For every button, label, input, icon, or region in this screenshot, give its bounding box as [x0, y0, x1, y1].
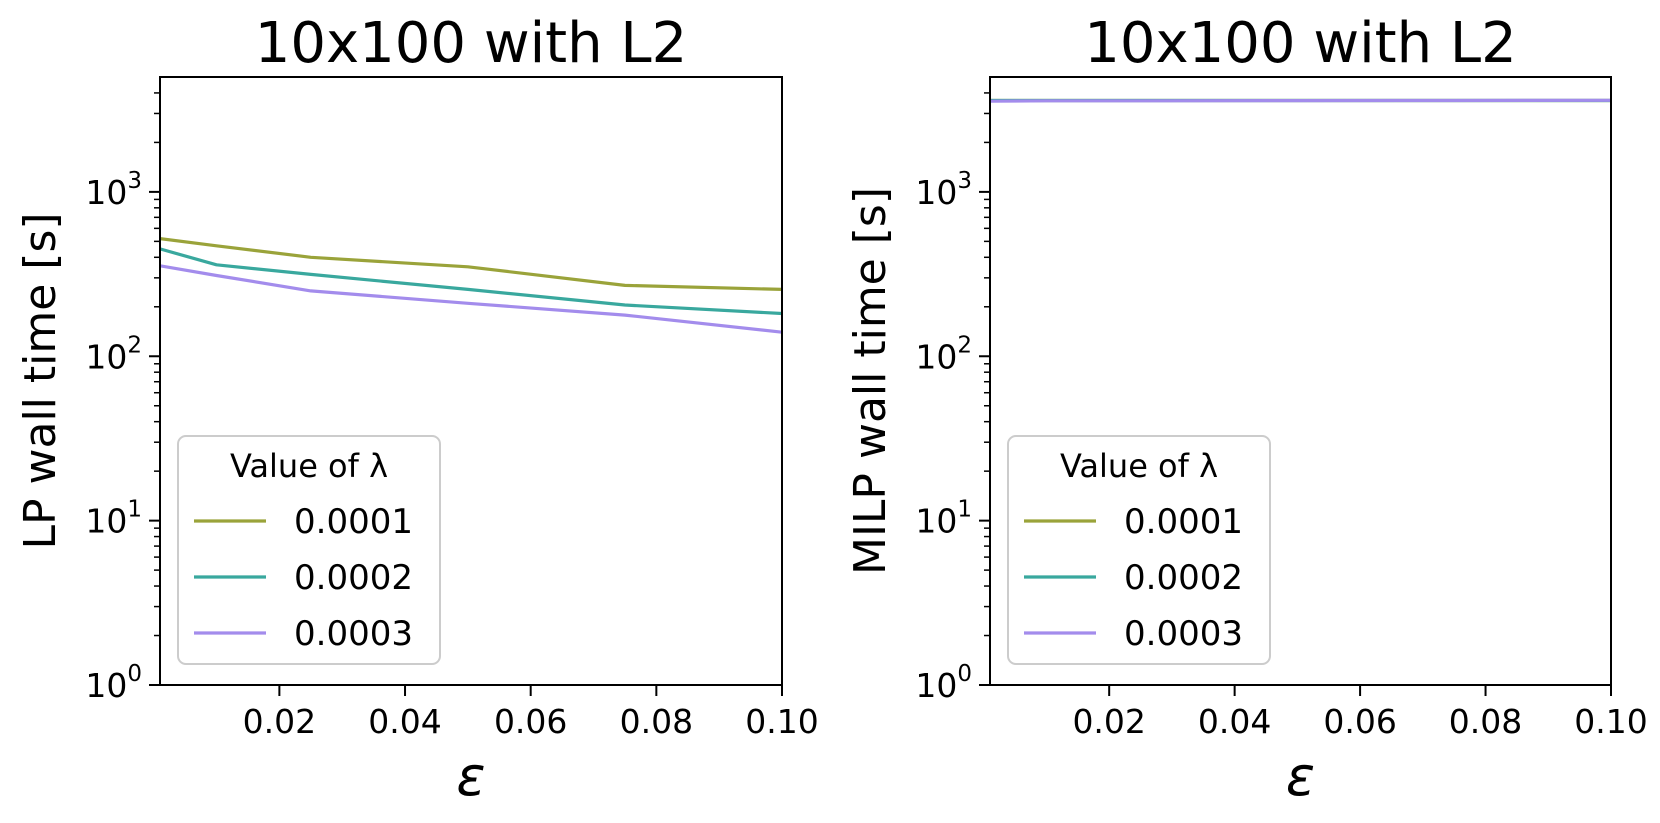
- milp-x-tick-label: 0.08: [1449, 702, 1522, 741]
- milp-y-tick-base: 10: [915, 337, 957, 376]
- lp-legend-label: 0.0003: [294, 614, 413, 654]
- lp-axes-frame: [159, 76, 783, 686]
- milp-y-tick-base: 10: [915, 666, 957, 705]
- milp-x-tick-label: 0.04: [1198, 702, 1271, 741]
- milp-y-tick-exponent: 2: [957, 332, 972, 358]
- milp-legend-label: 0.0003: [1124, 614, 1243, 654]
- milp-y-tick-label: 100: [915, 661, 972, 705]
- milp-y-tick-exponent: 0: [957, 661, 972, 687]
- lp-series-line-0.0002: [160, 247, 782, 316]
- milp-y-tick-base: 10: [915, 502, 957, 541]
- lp-legend-box: [177, 435, 441, 665]
- milp-series-line-0.0003: [990, 98, 1611, 103]
- milp-axes-frame: [989, 76, 1612, 686]
- milp-x-tick-label: 0.06: [1323, 702, 1396, 741]
- lp-legend: Value of λ 0.0001 0.0002 0.0003: [177, 435, 441, 665]
- lp-y-tick-label: 100: [85, 661, 142, 705]
- lp-series-group: [160, 237, 782, 334]
- lp-y-tick-exponent: 0: [127, 661, 142, 687]
- milp-legend-label: 0.0001: [1124, 502, 1243, 542]
- lp-y-tick-base: 10: [85, 173, 127, 212]
- milp-x-tick-label: 0.10: [1574, 702, 1647, 741]
- lp-y-tick-label: 102: [85, 332, 142, 376]
- lp-x-tick-label: 0.10: [745, 702, 818, 741]
- lp-x-tick-label: 0.06: [494, 702, 567, 741]
- milp-y-tick-base: 10: [915, 173, 957, 212]
- lp-y-tick-exponent: 2: [127, 332, 142, 358]
- lp-legend-title: Value of λ: [230, 447, 388, 485]
- milp-legend-title: Value of λ: [1060, 447, 1218, 485]
- lp-legend-label: 0.0001: [294, 502, 413, 542]
- lp-y-tick-exponent: 3: [127, 168, 142, 194]
- lp-y-tick-base: 10: [85, 666, 127, 705]
- lp-x-tick-label: 0.02: [243, 702, 316, 741]
- milp-y-tick-exponent: 3: [957, 168, 972, 194]
- milp-x-tick-label: 0.02: [1072, 702, 1145, 741]
- milp-y-tick-label: 102: [915, 332, 972, 376]
- lp-y-tick-base: 10: [85, 502, 127, 541]
- lp-y-axis-label: LP wall time [s]: [15, 212, 66, 549]
- milp-y-tick-label: 101: [915, 497, 972, 541]
- lp-y-tick-label: 101: [85, 497, 142, 541]
- lp-x-tick-label: 0.04: [368, 702, 441, 741]
- milp-legend-label: 0.0002: [1124, 558, 1243, 598]
- lp-x-axis-label: ε: [456, 745, 485, 808]
- lp-y-tick-base: 10: [85, 337, 127, 376]
- milp-legend-box: [1007, 435, 1271, 665]
- milp-y-tick-label: 103: [915, 168, 972, 212]
- milp-x-axis-label: ε: [1286, 745, 1315, 808]
- lp-legend-label: 0.0002: [294, 558, 413, 598]
- milp-y-tick-exponent: 1: [957, 497, 972, 523]
- lp-y-tick-exponent: 1: [127, 497, 142, 523]
- milp-chart-title: 10x100 with L2: [1084, 11, 1517, 76]
- lp-y-tick-label: 103: [85, 168, 142, 212]
- lp-series-line-0.0001: [160, 237, 782, 291]
- lp-x-tick-label: 0.08: [620, 702, 693, 741]
- milp-series-group: [990, 98, 1611, 103]
- lp-series-line-0.0003: [160, 264, 782, 334]
- lp-chart-title: 10x100 with L2: [255, 11, 688, 76]
- milp-y-axis-label: MILP wall time [s]: [845, 187, 896, 575]
- milp-legend: Value of λ 0.0001 0.0002 0.0003: [1007, 435, 1271, 665]
